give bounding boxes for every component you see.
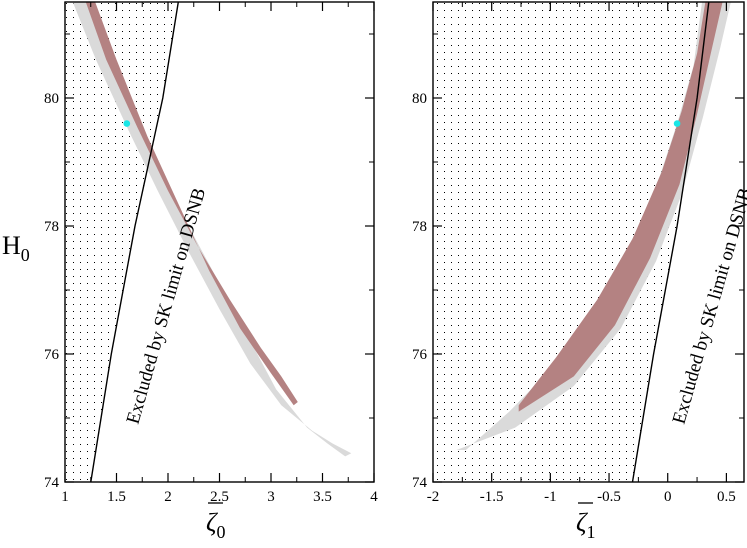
x-tick-label: -1.5	[480, 489, 504, 505]
best-fit-point	[123, 120, 131, 127]
x-tick-label: -0.5	[597, 489, 621, 505]
x-tick-label: 0.5	[717, 489, 736, 505]
x-tick-label: 2	[164, 489, 172, 505]
x-axis-label: ζ0	[206, 508, 226, 542]
y-tick-label: 80	[44, 91, 59, 107]
best-fit-point	[673, 120, 681, 127]
right-panel: -2 -1.5 -1 -0.5 0 0.5 74 76 78 80 Excluded by SK …	[412, 1, 747, 542]
y-tick-label: 76	[44, 347, 60, 363]
axis-ticks: -2 -1.5 -1 -0.5 0 0.5 74 76 78 80	[412, 2, 744, 505]
x-axis-label: ζ1	[576, 508, 596, 542]
excluded-region	[433, 2, 709, 482]
exclusion-boundary-line	[90, 2, 179, 482]
outer-confidence-region	[72, 2, 352, 457]
x-tick-label: 1	[61, 489, 69, 505]
axis-ticks: 1 1.5 2 2.5 3 3.5 4 74 76 78 80	[44, 2, 378, 505]
inner-confidence-region	[85, 2, 298, 406]
y-axis-label: H0	[2, 231, 30, 265]
y-tick-label: 78	[44, 219, 59, 235]
x-tick-label: 0	[664, 489, 672, 505]
inner-confidence-region	[518, 2, 723, 412]
x-tick-label: 1.5	[107, 489, 126, 505]
y-tick-label: 80	[412, 91, 427, 107]
x-tick-label: -1	[544, 489, 557, 505]
y-tick-label: 74	[412, 475, 428, 491]
x-tick-label: 4	[370, 489, 378, 505]
excluded-region	[65, 2, 179, 482]
plot-frame	[432, 1, 745, 483]
y-tick-label: 74	[44, 475, 60, 491]
exclusion-annotation: Excluded by SK limit on DSNB	[669, 186, 747, 427]
exclusion-boundary-line	[631, 2, 710, 482]
x-tick-label: -2	[427, 489, 440, 505]
x-tick-label: 3	[267, 489, 275, 505]
x-tick-label: 3.5	[313, 489, 332, 505]
x-tick-label: 2.5	[210, 489, 229, 505]
y-tick-label: 78	[412, 219, 427, 235]
y-tick-label: 76	[412, 347, 428, 363]
